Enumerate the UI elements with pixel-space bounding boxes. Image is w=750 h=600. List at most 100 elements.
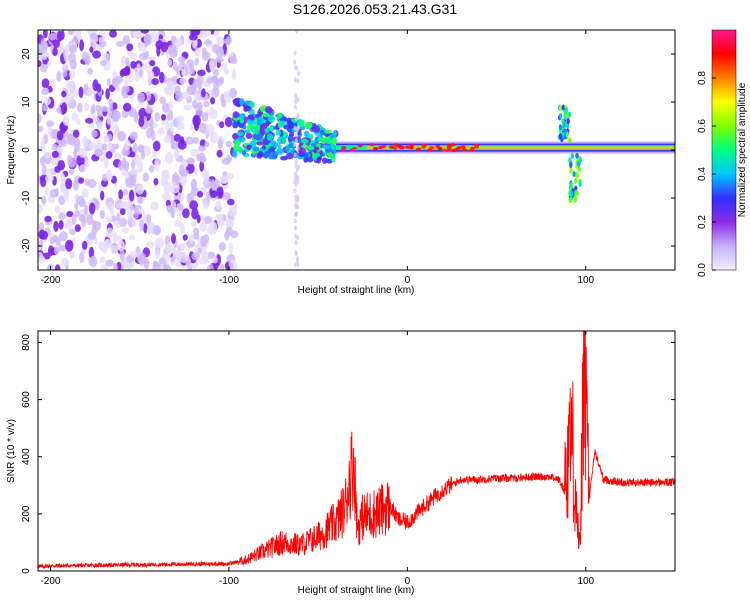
noise-blob <box>215 56 225 63</box>
noise-blob <box>74 143 80 153</box>
spectrogram-y-tick-label: 20 <box>21 48 32 60</box>
noise-blob <box>194 57 199 66</box>
snr-y-label: SNR (10 * v/v) <box>6 419 17 483</box>
onset-blob <box>256 141 263 146</box>
onset-blob <box>301 138 309 144</box>
colorbar-label: Normalized spectral amplitude <box>737 82 748 217</box>
noise-blob <box>126 43 134 52</box>
noise-blob <box>200 235 206 247</box>
onset-blob <box>239 98 245 106</box>
noise-blob <box>169 120 174 132</box>
noise-blob <box>114 75 124 84</box>
noise-blob <box>155 237 165 249</box>
snr-y-tick-label: 0 <box>21 568 32 574</box>
noise-blob <box>74 224 81 233</box>
noise-blob <box>139 219 144 232</box>
noise-blob <box>88 141 97 151</box>
onset-streak <box>294 251 298 257</box>
onset-blob <box>237 131 244 137</box>
noise-blob <box>155 40 164 50</box>
onset-streak <box>294 262 297 268</box>
disturbance-blob <box>574 189 578 196</box>
onset-blob <box>285 152 294 160</box>
line-hotspot <box>469 148 475 152</box>
noise-blob <box>65 80 75 90</box>
onset-blob <box>298 151 305 158</box>
noise-blob <box>98 240 103 249</box>
snr-x-tick-label: 0 <box>405 576 411 587</box>
snr-series-line <box>38 331 675 570</box>
onset-streak <box>296 235 299 241</box>
onset-blob <box>269 146 276 153</box>
onset-blob <box>244 129 251 134</box>
noise-blob <box>110 244 119 252</box>
noise-blob <box>112 110 120 123</box>
disturbance-blob <box>559 105 563 112</box>
onset-blob <box>286 117 292 123</box>
noise-blob <box>65 178 73 190</box>
noise-blob <box>117 240 125 252</box>
noise-blob <box>105 151 113 159</box>
onset-streak <box>293 104 297 110</box>
line-hotspot <box>399 146 405 150</box>
line-hotspot <box>341 147 346 152</box>
noise-blob <box>56 72 61 81</box>
line-core <box>365 146 675 149</box>
noise-blob <box>170 35 177 43</box>
noise-blob <box>231 69 237 81</box>
noise-blob <box>220 263 225 270</box>
noise-blob <box>165 265 172 270</box>
line-hotspot <box>369 143 375 147</box>
noise-blob <box>100 190 105 201</box>
noise-blob <box>65 43 70 55</box>
noise-blob <box>154 248 161 260</box>
noise-blob <box>67 30 75 36</box>
noise-blob <box>152 140 161 152</box>
noise-blob <box>133 30 143 38</box>
onset-blob <box>238 135 246 143</box>
noise-blob <box>120 55 127 65</box>
noise-blob <box>217 138 223 150</box>
noise-blob <box>69 88 78 98</box>
onset-blob <box>315 143 322 148</box>
noise-blob <box>62 116 70 126</box>
onset-blob <box>297 119 305 127</box>
noise-blob <box>137 144 145 153</box>
noise-blob <box>213 68 219 77</box>
noise-blob <box>167 58 172 67</box>
colorbar-tick-label: 0.0 <box>697 263 708 277</box>
noise-blob <box>134 207 139 219</box>
noise-blob <box>138 116 145 128</box>
onset-blob <box>320 137 328 145</box>
noise-blob <box>79 39 84 52</box>
onset-blob <box>266 133 274 141</box>
noise-blob <box>38 60 42 67</box>
noise-blob <box>191 252 200 261</box>
noise-blob <box>128 151 136 158</box>
noise-blob <box>201 112 209 122</box>
noise-blob <box>74 209 80 218</box>
snr-x-tick-label: -100 <box>219 576 239 587</box>
onset-blob <box>276 112 283 120</box>
noise-blob <box>209 131 219 144</box>
spectrogram-region-disturbance <box>557 104 583 204</box>
noise-blob <box>210 97 216 105</box>
noise-blob <box>86 213 94 226</box>
noise-blob <box>119 217 128 227</box>
noise-blob <box>78 86 84 99</box>
noise-blob <box>131 217 137 227</box>
noise-blob <box>79 251 85 264</box>
noise-blob <box>91 104 96 114</box>
onset-blob <box>313 146 320 151</box>
onset-blob <box>269 150 275 156</box>
noise-blob <box>106 169 113 182</box>
noise-blob <box>199 122 207 134</box>
snr-x-label: Height of straight line (km) <box>298 585 415 596</box>
noise-blob <box>60 257 70 267</box>
noise-blob <box>199 139 206 148</box>
noise-blob <box>109 30 117 38</box>
onset-blob <box>332 130 337 137</box>
noise-blob <box>193 232 200 240</box>
noise-blob <box>197 69 206 77</box>
noise-blob <box>197 191 203 198</box>
